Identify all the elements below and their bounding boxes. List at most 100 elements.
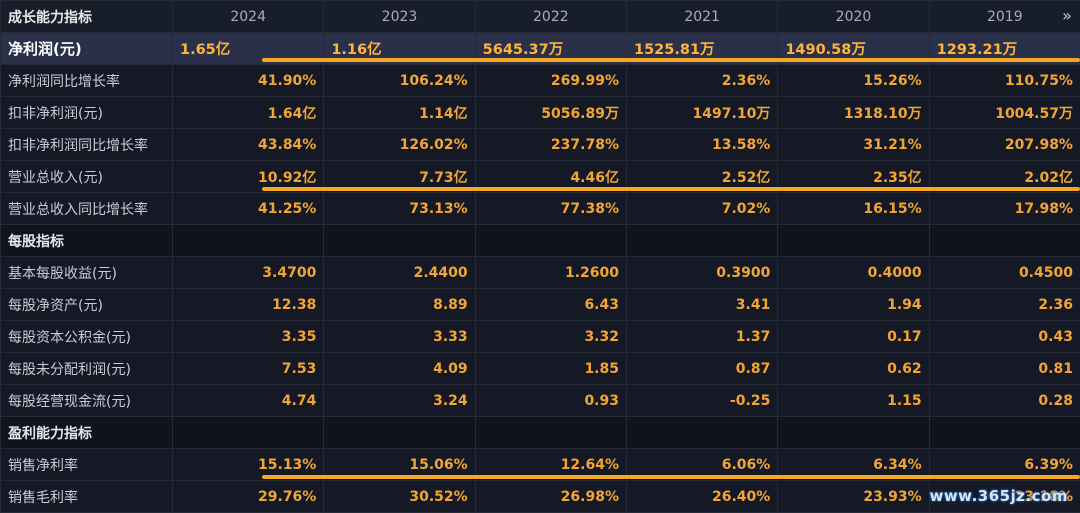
cell-value: 1.94 xyxy=(777,288,930,321)
cell-value: 16.15% xyxy=(777,192,930,225)
cell-value: 0.81 xyxy=(928,352,1080,385)
cell-value xyxy=(171,224,325,257)
cell-value: 4.74 xyxy=(171,384,325,417)
cell-value xyxy=(323,224,476,257)
cell-value xyxy=(777,416,930,449)
cell-value: 12.38 xyxy=(171,288,325,321)
year-header-2019[interactable]: 2019 » xyxy=(928,0,1080,33)
cell-value: 77.38% xyxy=(474,192,627,225)
cell-value: 269.99% xyxy=(474,64,627,97)
row-label: 每股净资产(元) xyxy=(0,288,173,321)
cell-value: 0.28 xyxy=(928,384,1080,417)
table-row: 每股经营现金流(元) 4.74 3.24 0.93 -0.25 1.15 0.28 xyxy=(0,384,1080,417)
year-header-2022[interactable]: 2022 xyxy=(474,0,627,33)
cell-value: 15.26% xyxy=(777,64,930,97)
cell-value: 1004.57万 xyxy=(928,96,1080,129)
year-header-2019-label: 2019 xyxy=(986,8,1023,25)
table-row: 销售毛利率 29.76% 30.52% 26.98% 26.40% 23.93% 23.18… xyxy=(0,480,1080,513)
row-label: 营业总收入(元) xyxy=(0,160,173,193)
table-row: 每股未分配利润(元) 7.53 4.09 1.85 0.87 0.62 0.81 xyxy=(0,352,1080,385)
double-chevron-right-icon[interactable]: » xyxy=(1062,6,1072,25)
cell-value: 1.37 xyxy=(625,320,779,353)
cell-value xyxy=(625,416,779,449)
cell-value: 1.15 xyxy=(777,384,930,417)
cell-value: 8.89 xyxy=(323,288,476,321)
cell-value: 0.43 xyxy=(928,320,1080,353)
table-row: 每股净资产(元) 12.38 8.89 6.43 3.41 1.94 2.36 xyxy=(0,288,1080,321)
cell-value: 207.98% xyxy=(928,128,1080,161)
cell-value xyxy=(474,416,627,449)
cell-value xyxy=(625,224,779,257)
row-label: 净利润(元) xyxy=(0,32,173,65)
cell-value xyxy=(928,224,1080,257)
cell-value: 1318.10万 xyxy=(777,96,930,129)
cell-value: 41.25% xyxy=(171,192,325,225)
cell-value: 13.58% xyxy=(625,128,779,161)
cell-value xyxy=(474,224,627,257)
year-header-2020[interactable]: 2020 xyxy=(777,0,930,33)
section-header-row: 每股指标 xyxy=(0,224,1080,257)
cell-value: 0.87 xyxy=(625,352,779,385)
cell-value: 41.90% xyxy=(171,64,325,97)
row-label: 销售毛利率 xyxy=(0,480,173,513)
cell-value: 126.02% xyxy=(323,128,476,161)
cell-value: 3.32 xyxy=(474,320,627,353)
cell-value: 3.41 xyxy=(625,288,779,321)
row-label: 扣非净利润同比增长率 xyxy=(0,128,173,161)
year-header-2024[interactable]: 2024 xyxy=(171,0,325,33)
cell-value: 0.93 xyxy=(474,384,627,417)
cell-value: 4.09 xyxy=(323,352,476,385)
net-margin-underline xyxy=(262,475,1080,479)
year-header-2021[interactable]: 2021 xyxy=(625,0,779,33)
table-row: 扣非净利润同比增长率 43.84% 126.02% 237.78% 13.58% 31.2… xyxy=(0,128,1080,161)
cell-value: 0.3900 xyxy=(625,256,779,289)
cell-value xyxy=(323,416,476,449)
watermark: www.365jz.com xyxy=(929,487,1068,505)
cell-value: 1.14亿 xyxy=(323,96,476,129)
cell-value: 7.02% xyxy=(625,192,779,225)
cell-value: 5056.89万 xyxy=(474,96,627,129)
cell-value: 23.18% xyxy=(928,480,1080,513)
cell-value: 23.93% xyxy=(777,480,930,513)
cell-value: 1497.10万 xyxy=(625,96,779,129)
row-label: 净利润同比增长率 xyxy=(0,64,173,97)
cell-value: 1.2600 xyxy=(474,256,627,289)
cell-value: 3.35 xyxy=(171,320,325,353)
cell-value: 43.84% xyxy=(171,128,325,161)
cell-value xyxy=(777,224,930,257)
cell-value: 29.76% xyxy=(171,480,325,513)
cell-value: 3.4700 xyxy=(171,256,325,289)
section-title: 盈利能力指标 xyxy=(0,416,173,449)
table-row: 净利润同比增长率 41.90% 106.24% 269.99% 2.36% 15.26% 1… xyxy=(0,64,1080,97)
row-label: 扣非净利润(元) xyxy=(0,96,173,129)
revenue-underline xyxy=(262,187,1080,191)
header-row: 成长能力指标 2024 2023 2022 2021 2020 2019 » xyxy=(0,0,1080,33)
cell-value: 17.98% xyxy=(928,192,1080,225)
year-header-2023[interactable]: 2023 xyxy=(323,0,476,33)
cell-value: 6.43 xyxy=(474,288,627,321)
cell-value: 0.4500 xyxy=(928,256,1080,289)
cell-value: 26.40% xyxy=(625,480,779,513)
cell-value: 2.4400 xyxy=(323,256,476,289)
net-profit-underline xyxy=(262,58,1080,62)
table-row: 营业总收入同比增长率 41.25% 73.13% 77.38% 7.02% 16.15% 1… xyxy=(0,192,1080,225)
row-label: 每股经营现金流(元) xyxy=(0,384,173,417)
cell-value: 30.52% xyxy=(323,480,476,513)
cell-value: 106.24% xyxy=(323,64,476,97)
table-row: 每股资本公积金(元) 3.35 3.33 3.32 1.37 0.17 0.43 xyxy=(0,320,1080,353)
cell-value: 110.75% xyxy=(928,64,1080,97)
table-title: 成长能力指标 xyxy=(0,0,173,33)
row-label: 每股资本公积金(元) xyxy=(0,320,173,353)
cell-value: -0.25 xyxy=(625,384,779,417)
table-row: 扣非净利润(元) 1.64亿 1.14亿 5056.89万 1497.10万 1318.1… xyxy=(0,96,1080,129)
cell-value: 3.24 xyxy=(323,384,476,417)
section-header-row: 盈利能力指标 xyxy=(0,416,1080,449)
cell-value: 1.85 xyxy=(474,352,627,385)
cell-value: 0.17 xyxy=(777,320,930,353)
cell-value: 237.78% xyxy=(474,128,627,161)
cell-value: 1.64亿 xyxy=(171,96,325,129)
cell-value: 7.53 xyxy=(171,352,325,385)
cell-value: 3.33 xyxy=(323,320,476,353)
cell-value: 0.62 xyxy=(777,352,930,385)
